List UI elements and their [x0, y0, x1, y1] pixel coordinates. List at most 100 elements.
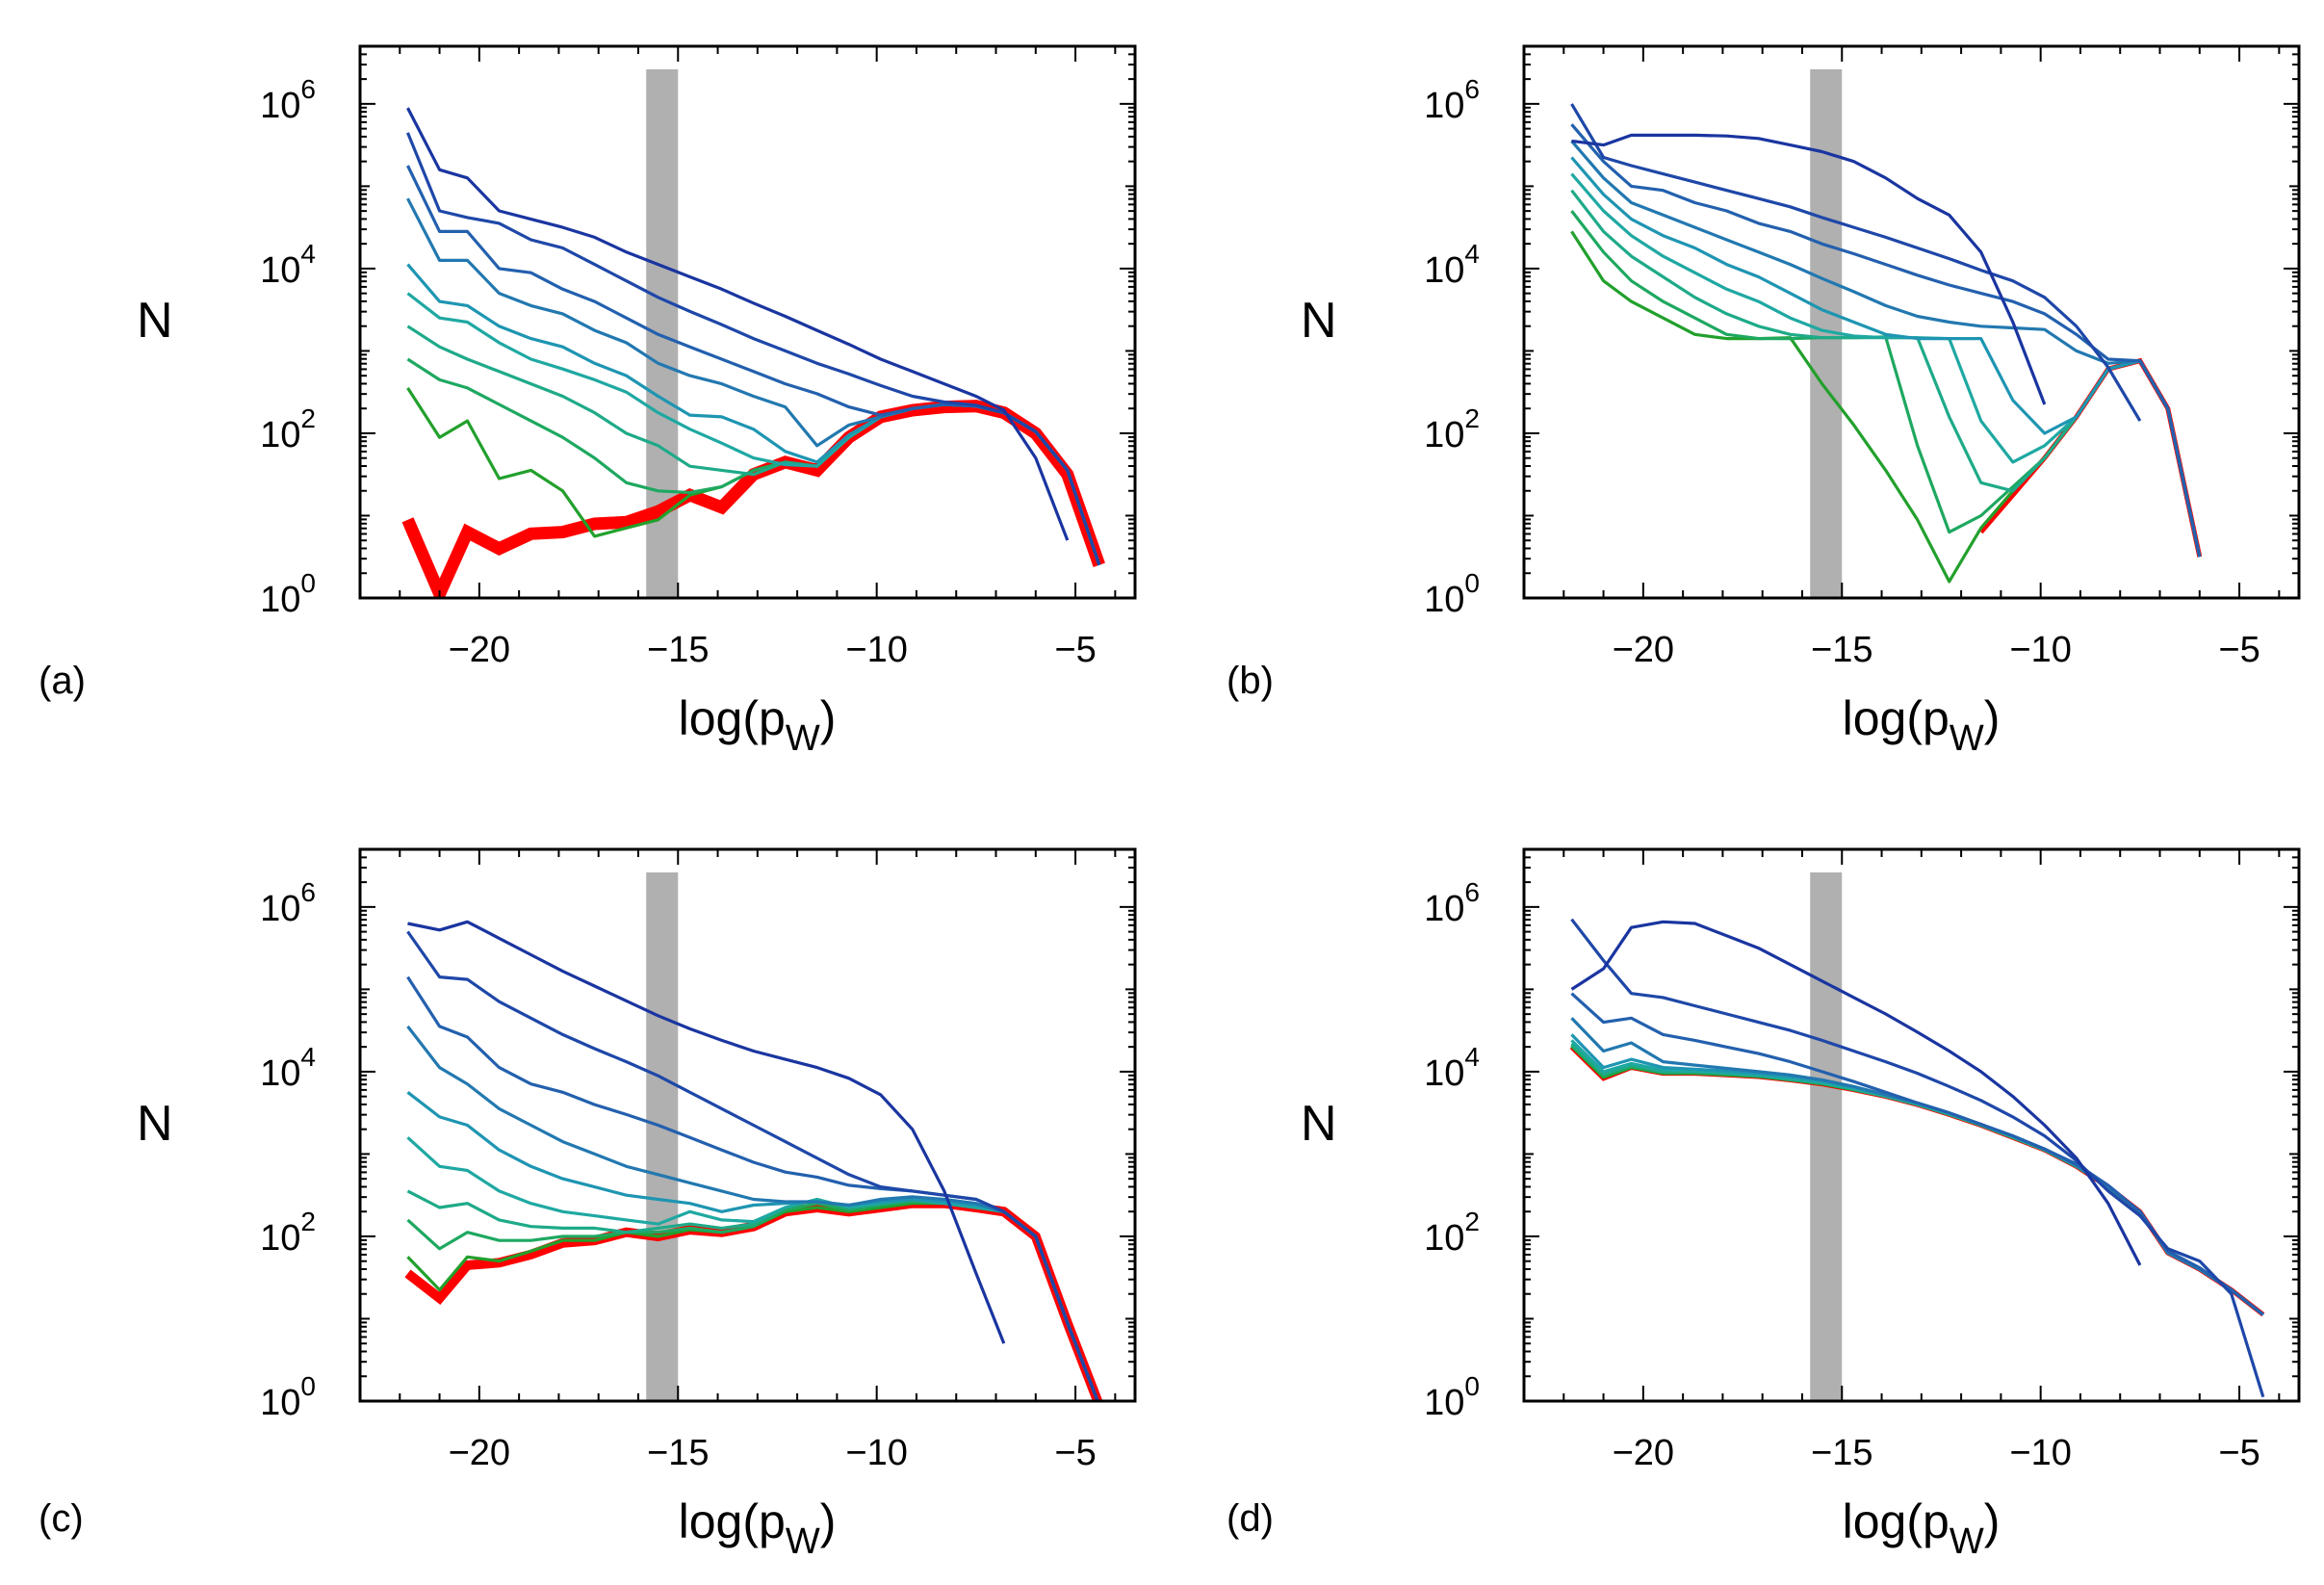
- plot-area: [401, 69, 1105, 598]
- y-tick-base: 10: [260, 86, 300, 126]
- y-tick-base: 10: [1424, 889, 1464, 929]
- y-tick-base: 10: [260, 250, 300, 291]
- y-tick-label: 102: [260, 1207, 316, 1259]
- x-tick-label: −10: [2009, 630, 2071, 670]
- series-line-8: [1570, 1044, 2264, 1316]
- y-tick-exponent: 0: [300, 1371, 316, 1401]
- axis-ticks: [359, 848, 1135, 1402]
- x-axis-title-main: log(p: [679, 1494, 786, 1548]
- y-axis-title: N: [1301, 293, 1337, 349]
- y-tick-exponent: 2: [1464, 1207, 1480, 1236]
- y-tick-label: 100: [1424, 1371, 1480, 1423]
- x-tick-label: −5: [1054, 1433, 1096, 1473]
- y-tick-exponent: 4: [300, 1042, 316, 1072]
- axis-ticks: [1523, 45, 2299, 599]
- x-tick-label: −20: [449, 1433, 510, 1473]
- series-line-6: [406, 1136, 1099, 1401]
- series-line-1: [1571, 133, 2047, 405]
- gray-band: [1810, 872, 1843, 1401]
- x-axis-title-main: log(p: [1843, 1494, 1950, 1548]
- series-line-8: [406, 1200, 1099, 1401]
- y-tick-label: 106: [260, 74, 316, 126]
- series-line-2: [1570, 918, 2265, 1398]
- y-tick-exponent: 4: [300, 239, 316, 269]
- x-axis-title-main: log(p: [679, 691, 786, 745]
- y-tick-label: 100: [1424, 568, 1480, 620]
- y-tick-label: 100: [260, 568, 316, 620]
- series-line-4: [1570, 140, 2202, 558]
- x-tick-label: −5: [1054, 630, 1096, 670]
- y-tick-base: 10: [260, 1218, 300, 1259]
- y-tick-exponent: 0: [1464, 568, 1480, 598]
- series-line-1: [407, 920, 1006, 1344]
- series-line-6: [1570, 1039, 2264, 1316]
- series-line-3: [406, 975, 1099, 1401]
- x-axis-title: log(pW): [679, 691, 837, 759]
- series-line-9: [1570, 230, 2202, 584]
- panel-label: (c): [39, 1497, 84, 1540]
- panel-label: (a): [39, 660, 86, 702]
- series-line-5: [406, 1091, 1099, 1401]
- y-tick-label: 106: [1424, 877, 1480, 929]
- axis-ticks: [359, 45, 1135, 599]
- x-axis-title-close: ): [820, 1494, 837, 1548]
- series-line-4: [406, 1025, 1099, 1401]
- y-tick-exponent: 6: [1464, 877, 1480, 907]
- series-line-9: [406, 1202, 1099, 1401]
- y-tick-label: 104: [1424, 1042, 1480, 1094]
- y-tick-exponent: 0: [300, 568, 316, 598]
- series-line-8: [406, 357, 1101, 566]
- plot-area: [404, 872, 1103, 1401]
- x-tick-label: −10: [2009, 1433, 2071, 1473]
- x-tick-label: −15: [647, 630, 709, 670]
- y-tick-label: 106: [1424, 74, 1480, 126]
- series-line-7: [406, 325, 1101, 566]
- series-line-3: [1570, 992, 2264, 1316]
- x-tick-label: −5: [2218, 1433, 2259, 1473]
- x-axis-title-subscript: W: [1950, 718, 1984, 759]
- x-tick-label: −20: [1613, 1433, 1674, 1473]
- series-line-1: [1570, 920, 2142, 1266]
- x-axis-title-subscript: W: [1950, 1521, 1984, 1562]
- series-line-7: [1570, 1042, 2264, 1316]
- y-tick-label: 104: [1424, 239, 1480, 291]
- axis-ticks: [1523, 848, 2299, 1402]
- series-line-8: [1570, 210, 2202, 558]
- x-axis-title: log(pW): [1843, 691, 2001, 759]
- y-tick-exponent: 2: [1464, 403, 1480, 433]
- panel-label: (b): [1227, 660, 1274, 702]
- y-tick-label: 100: [260, 1371, 316, 1423]
- plot-area: [1570, 69, 2203, 598]
- red-limit-curve: [1569, 1045, 2265, 1317]
- plot-frame: [358, 847, 1137, 1403]
- y-axis-title: N: [1301, 1096, 1337, 1152]
- series-line-5: [1570, 156, 2202, 558]
- y-tick-label: 102: [260, 403, 316, 455]
- y-tick-base: 10: [1424, 1383, 1464, 1423]
- y-axis-title: N: [137, 1096, 173, 1152]
- y-tick-exponent: 4: [1464, 239, 1480, 269]
- series-line-4: [406, 197, 1101, 566]
- plot-frame: [1522, 847, 2301, 1403]
- plot-frame: [1522, 44, 2301, 600]
- y-tick-label: 102: [1424, 1207, 1480, 1259]
- series-line-9: [1570, 1045, 2264, 1316]
- y-tick-exponent: 6: [300, 74, 316, 104]
- x-axis-title-subscript: W: [786, 1521, 820, 1562]
- y-tick-exponent: 2: [300, 1207, 316, 1236]
- x-tick-label: −15: [1811, 1433, 1872, 1473]
- series-line-2: [1570, 103, 2142, 422]
- y-tick-exponent: 2: [300, 403, 316, 433]
- y-tick-base: 10: [1424, 580, 1464, 620]
- series-line-5: [1570, 1033, 2264, 1316]
- series-line-2: [406, 930, 1099, 1401]
- x-axis-title-close: ): [820, 691, 837, 745]
- gray-band: [646, 872, 679, 1401]
- x-tick-label: −10: [845, 1433, 907, 1473]
- plot-frame: [358, 44, 1137, 600]
- y-tick-exponent: 6: [300, 877, 316, 907]
